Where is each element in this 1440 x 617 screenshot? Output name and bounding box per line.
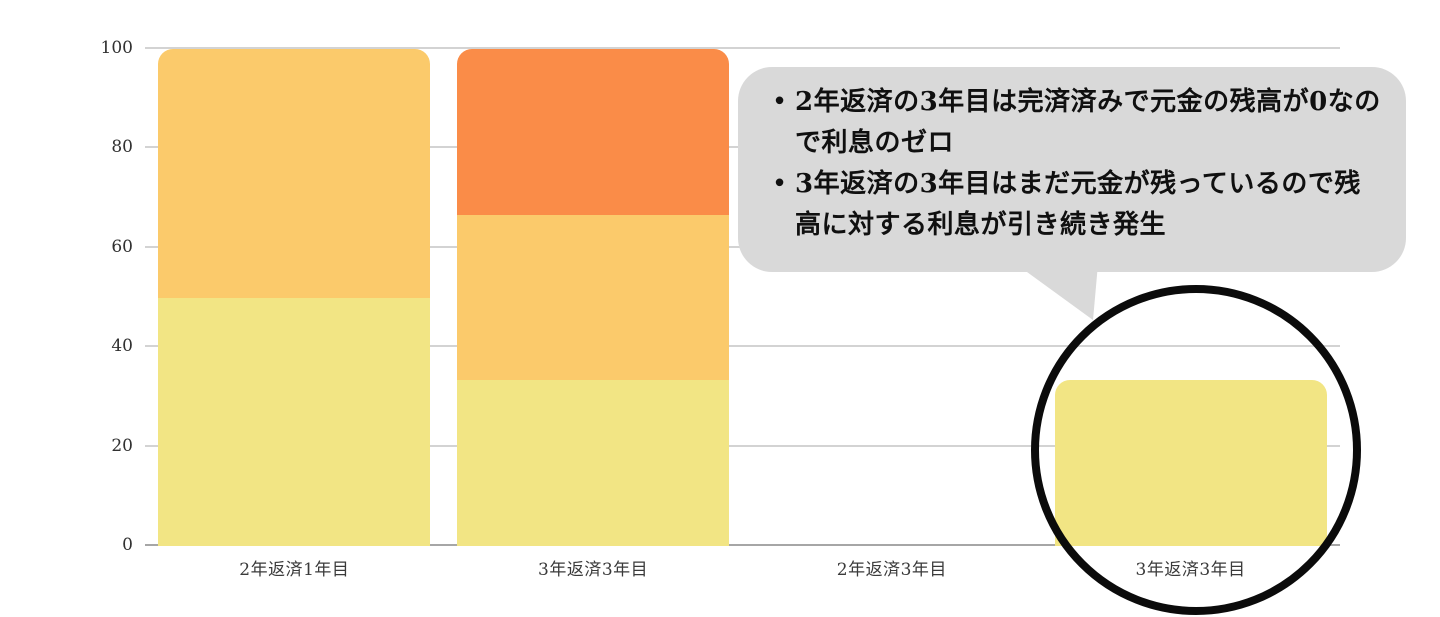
x-axis-category-label: 3年返済3年目 [1135, 560, 1246, 580]
annotation-text: 3年返済の3年目はまだ元金が残っているので残 高に対する利息が引き続き発生 [795, 169, 1361, 240]
bullet-icon: • [771, 169, 788, 199]
annotation-bullet-item: • 3年返済の3年目はまだ元金が残っているので残 高に対する利息が引き続き発生 [764, 164, 1388, 246]
y-axis-tick-label: 40 [111, 336, 133, 357]
y-axis-tick-label: 20 [111, 435, 133, 456]
bullet-icon: • [771, 87, 788, 117]
y-axis-tick-label: 60 [111, 236, 133, 257]
gridline [145, 345, 1340, 348]
bar-segment-middle-segment [457, 214, 730, 381]
x-axis-category-label: 2年返済3年目 [836, 560, 947, 580]
bar-segment-middle-segment [158, 49, 431, 298]
bar-segment-bottom-segment [1054, 380, 1327, 546]
y-axis-tick-label: 100 [100, 38, 133, 58]
annotation-bubble: • 2年返済の3年目は完済済みで元金の残高が0なの で利息のゼロ • 3年返済の… [738, 67, 1406, 272]
annotation-bullet-item: • 2年返済の3年目は完済済みで元金の残高が0なの で利息のゼロ [764, 82, 1388, 164]
x-axis-line [145, 544, 1340, 546]
y-axis-tick-label: 0 [122, 535, 133, 555]
x-axis-category-label: 2年返済1年目 [239, 560, 350, 580]
annotation-text: 2年返済の3年目は完済済みで元金の残高が0なの で利息のゼロ [795, 87, 1381, 158]
plot-area: 0 20 40 60 80 100 2年返済1年目 3年返済3年目 2年返済3年目 3年返済3年… [101, 38, 1340, 580]
x-axis-category-label: 3年返済3年目 [538, 560, 649, 580]
bar-segment-bottom-segment [158, 297, 431, 546]
bar-segment-top-segment [457, 49, 730, 215]
gridline [145, 444, 1340, 447]
bar-segment-bottom-segment [457, 380, 730, 546]
gridline [145, 47, 1340, 49]
y-axis-tick-label: 80 [111, 137, 133, 158]
